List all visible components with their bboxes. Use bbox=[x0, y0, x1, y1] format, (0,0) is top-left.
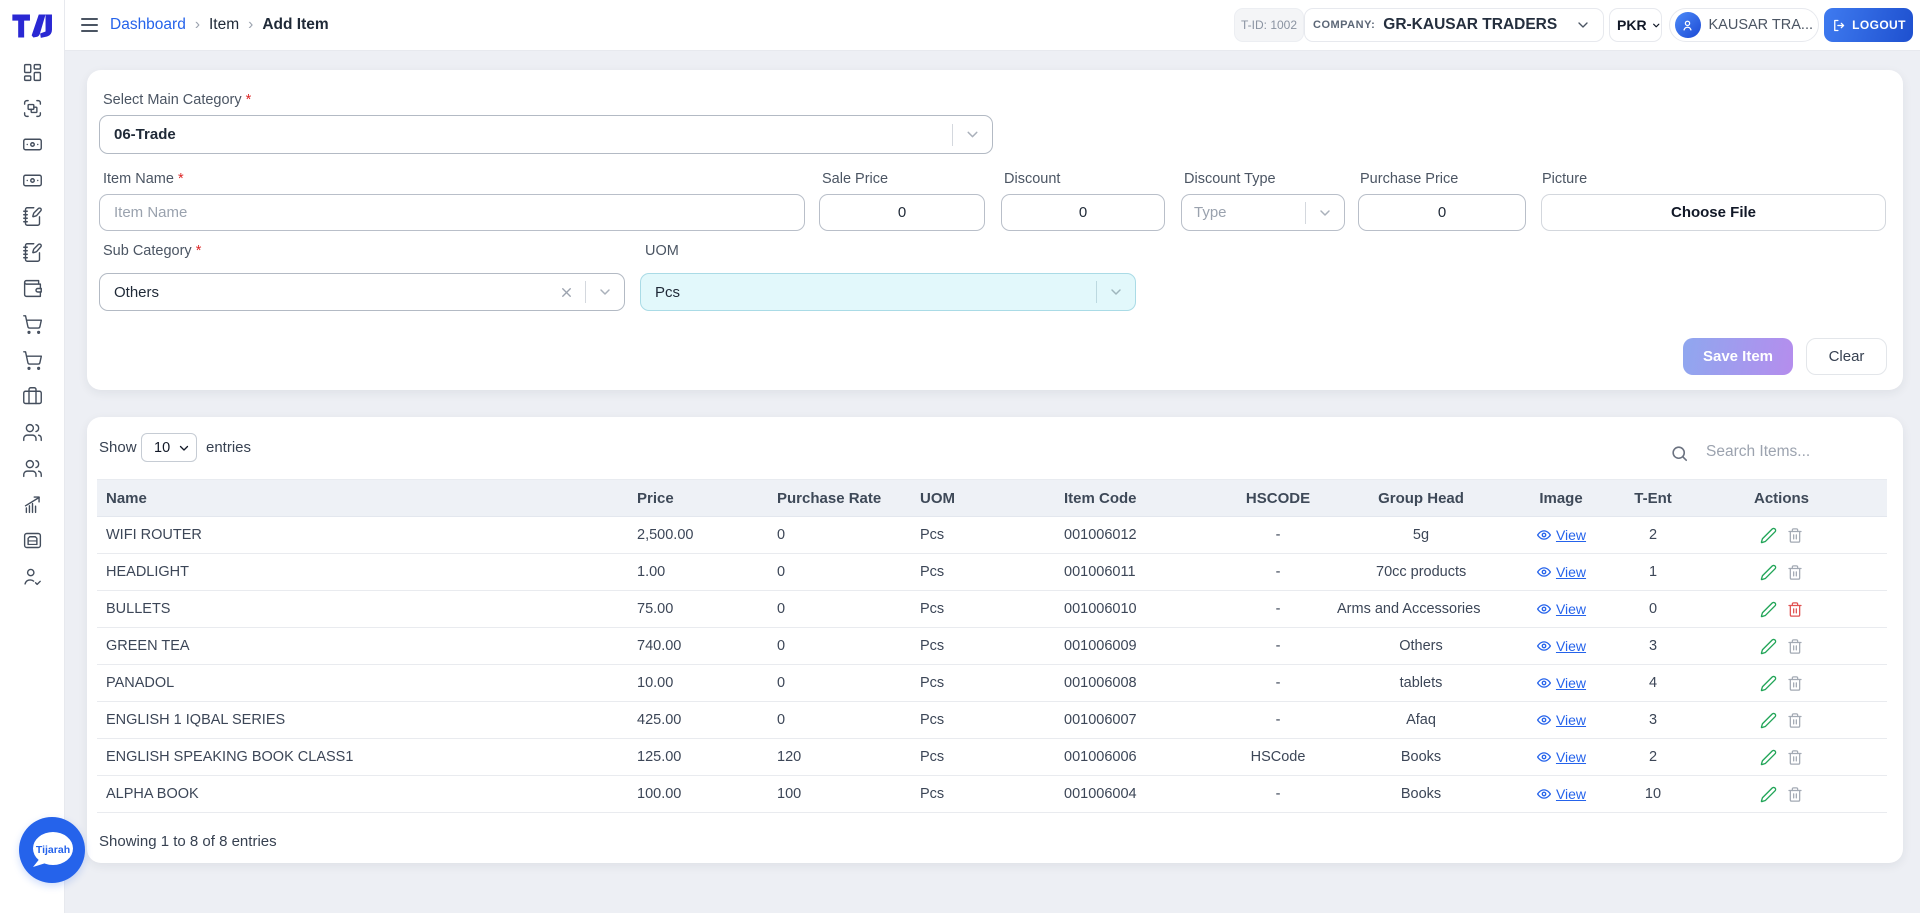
svg-text:Tijarah: Tijarah bbox=[36, 844, 70, 856]
